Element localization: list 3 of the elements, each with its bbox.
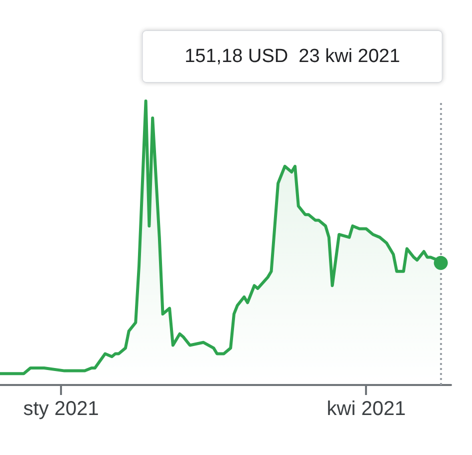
text: 151,18 USD 23 kwi 2021 xyxy=(184,46,400,67)
x-tick-label: sty 2021 xyxy=(23,398,99,420)
x-tick-label: kwi 2021 xyxy=(326,398,406,420)
